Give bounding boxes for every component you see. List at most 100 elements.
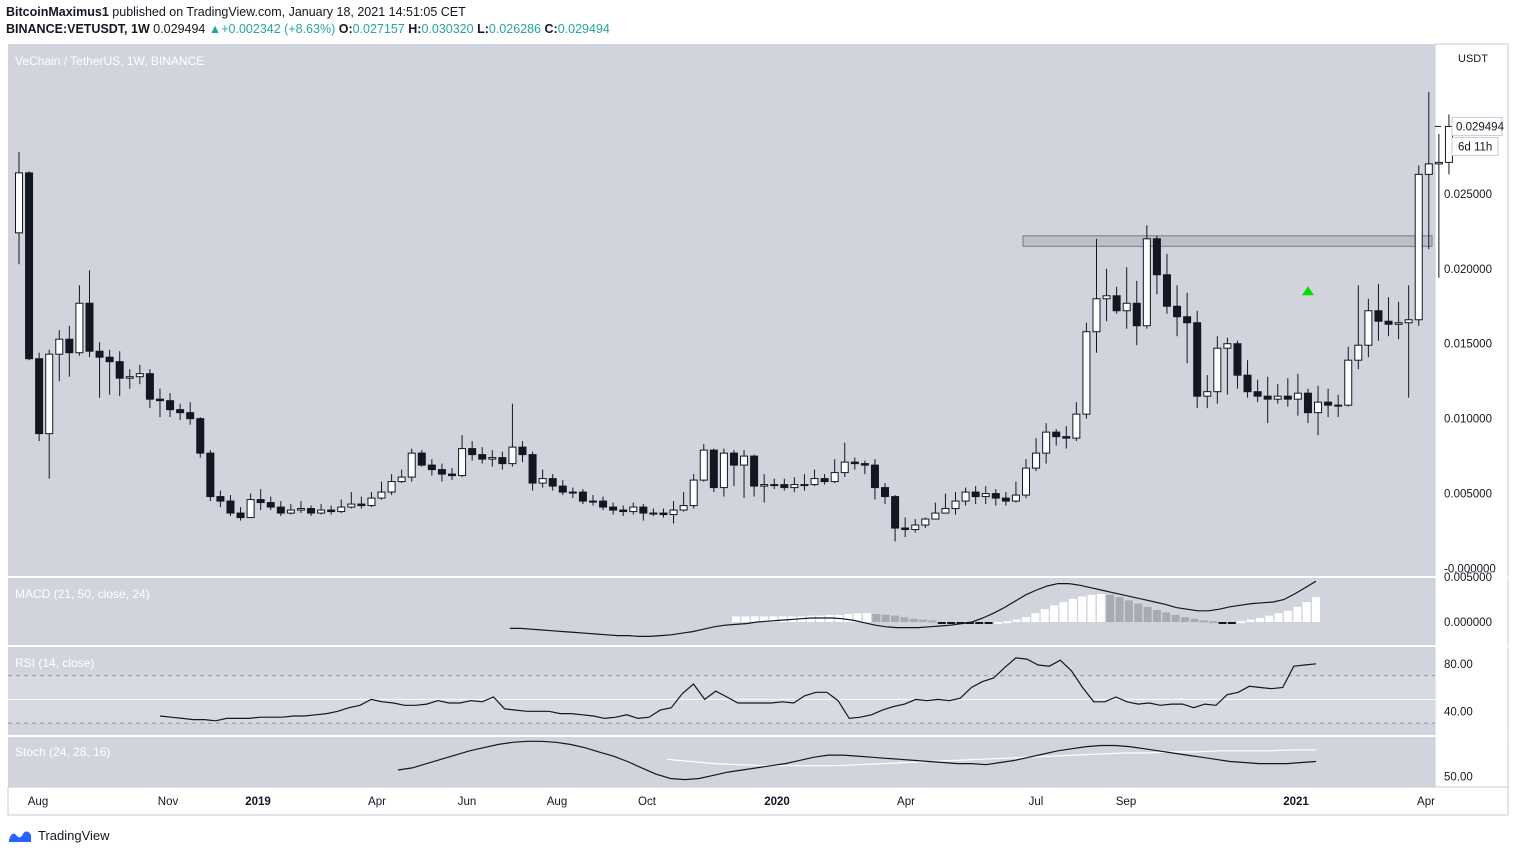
macd-histogram-bar [806, 615, 815, 622]
candle [317, 504, 326, 515]
candle-body [458, 448, 467, 477]
candle-body [1213, 347, 1222, 393]
candle-body [1223, 343, 1232, 349]
candle-body [780, 484, 789, 489]
time-tick-label: 2021 [1283, 796, 1309, 808]
macd-histogram-bar [1124, 600, 1133, 622]
candle-body [1364, 310, 1373, 346]
candle [750, 454, 759, 497]
candle-body [1183, 316, 1192, 324]
candle-body [891, 496, 900, 529]
tradingview-footer[interactable]: TradingView [8, 828, 110, 843]
candle [55, 330, 64, 382]
stoch-pane-title: Stoch (24, 28, 16) [15, 745, 110, 759]
candle [1162, 253, 1171, 314]
candle-body [588, 500, 597, 503]
candle-body [1042, 431, 1051, 454]
macd-histogram-bar [1218, 622, 1227, 624]
rsi-tick-label: 80.00 [1444, 659, 1473, 671]
candle-body [145, 373, 154, 400]
time-tick-label: Oct [638, 796, 657, 808]
candle [1374, 283, 1383, 341]
candle-body [266, 502, 275, 508]
candle [427, 459, 436, 476]
candle-body [1122, 302, 1131, 312]
candle-body [1263, 395, 1272, 400]
candle [518, 441, 527, 463]
candle-body [1344, 359, 1353, 406]
candle-body [578, 491, 587, 502]
candle-body [488, 457, 497, 460]
candle-body [699, 449, 708, 481]
candle-body [337, 506, 346, 513]
last-price-label: 0.029494 [1456, 121, 1505, 133]
candle [709, 448, 718, 493]
macd-tick-label: 0.000000 [1444, 617, 1492, 629]
candle-body [55, 338, 64, 355]
candle-body [1102, 295, 1111, 300]
candle [15, 151, 23, 265]
candle [276, 501, 285, 517]
macd-histogram-bar [844, 614, 853, 622]
author-name[interactable]: BitcoinMaximus1 [6, 5, 109, 19]
candle-body [649, 512, 658, 515]
candle-body [296, 508, 305, 511]
bullish-signal-arrow-icon [1301, 286, 1314, 296]
candle [1183, 292, 1192, 364]
candle [35, 352, 44, 442]
macd-histogram-bar [1255, 618, 1264, 622]
candle-body [1082, 331, 1091, 415]
close-value: 0.029494 [557, 22, 610, 36]
candle [740, 450, 749, 499]
macd-histogram-bar [1246, 619, 1255, 622]
candle-body [206, 452, 215, 498]
candle [931, 502, 940, 520]
macd-histogram-bar [881, 614, 890, 622]
candle [850, 457, 859, 470]
candle [981, 486, 990, 505]
candle [196, 417, 205, 458]
candle-body [1424, 163, 1433, 175]
candle [1193, 310, 1202, 409]
candle-body [1253, 391, 1262, 397]
macd-histogram-bar [741, 616, 750, 622]
stoch-k-line [397, 740, 1317, 781]
macd-histogram-bar [750, 616, 759, 622]
candle [65, 325, 74, 377]
candle [588, 495, 597, 506]
macd-histogram-bar [1143, 606, 1152, 622]
candle [307, 505, 316, 517]
candle-body [246, 499, 255, 519]
candle-body [125, 376, 134, 379]
candle [1243, 360, 1252, 398]
macd-histogram-bar [732, 616, 740, 622]
candle-body [1142, 238, 1151, 327]
candle-body [216, 496, 225, 502]
candle-body [941, 508, 950, 514]
candle [115, 351, 124, 397]
candle-body [1112, 295, 1121, 312]
macd-histogram-bar [1050, 605, 1059, 622]
candle-body [407, 452, 416, 478]
candle [770, 478, 779, 490]
time-axis [7, 786, 1509, 816]
candle-body [1324, 401, 1333, 406]
candle [810, 469, 819, 487]
candle-body [176, 409, 185, 414]
macd-histogram-bar [965, 622, 974, 624]
candle [528, 451, 537, 491]
candle [75, 285, 84, 356]
candle [145, 369, 154, 409]
macd-histogram-bar [1209, 621, 1218, 624]
candle [437, 463, 446, 482]
macd-histogram-bar [1031, 613, 1040, 622]
candle-body [790, 484, 799, 489]
candle-body [1233, 343, 1242, 376]
candle [286, 504, 295, 515]
rsi-tick-label: 40.00 [1444, 706, 1473, 718]
macd-histogram-bar [1040, 609, 1049, 622]
candle-body [1394, 322, 1403, 325]
candle [1102, 268, 1111, 322]
candle-body [236, 512, 245, 519]
